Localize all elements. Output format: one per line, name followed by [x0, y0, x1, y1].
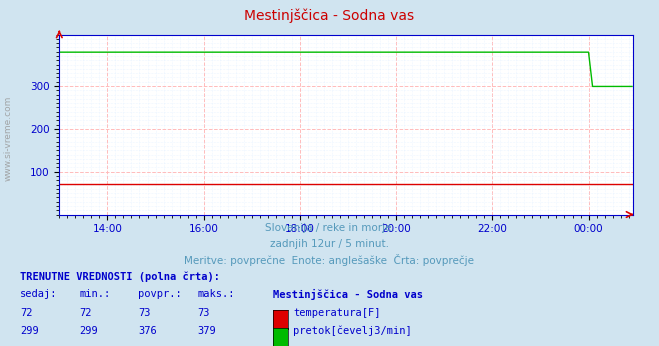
Text: Slovenija / reke in morje.: Slovenija / reke in morje.	[264, 223, 395, 233]
Text: 299: 299	[20, 326, 38, 336]
Text: 73: 73	[198, 308, 210, 318]
Text: sedaj:: sedaj:	[20, 289, 57, 299]
Text: Mestinjščica - Sodna vas: Mestinjščica - Sodna vas	[273, 289, 424, 300]
Text: 379: 379	[198, 326, 216, 336]
Text: povpr.:: povpr.:	[138, 289, 182, 299]
Text: Mestinjščica - Sodna vas: Mestinjščica - Sodna vas	[244, 9, 415, 23]
Text: 376: 376	[138, 326, 157, 336]
Text: TRENUTNE VREDNOSTI (polna črta):: TRENUTNE VREDNOSTI (polna črta):	[20, 272, 219, 282]
Text: maks.:: maks.:	[198, 289, 235, 299]
Text: www.si-vreme.com: www.si-vreme.com	[4, 96, 13, 181]
Text: Meritve: povprečne  Enote: anglešaške  Črta: povprečje: Meritve: povprečne Enote: anglešaške Črt…	[185, 254, 474, 266]
Text: min.:: min.:	[79, 289, 110, 299]
Text: 299: 299	[79, 326, 98, 336]
Text: zadnjih 12ur / 5 minut.: zadnjih 12ur / 5 minut.	[270, 239, 389, 249]
Text: pretok[čevelj3/min]: pretok[čevelj3/min]	[293, 326, 412, 336]
Text: 73: 73	[138, 308, 151, 318]
Text: temperatura[F]: temperatura[F]	[293, 308, 381, 318]
Text: 72: 72	[20, 308, 32, 318]
Text: 72: 72	[79, 308, 92, 318]
